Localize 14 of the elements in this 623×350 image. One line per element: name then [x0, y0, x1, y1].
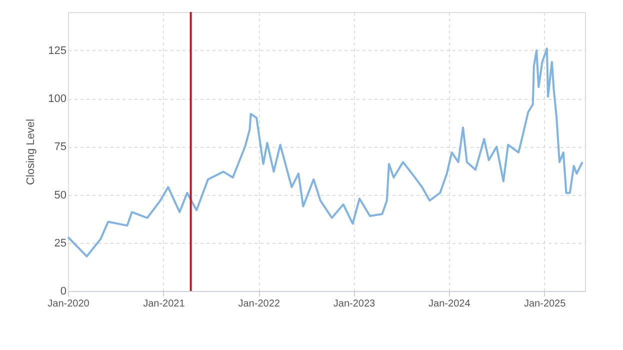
line-series — [67, 48, 584, 258]
x-tick-label: Jan-2023 — [333, 298, 376, 310]
x-tick-label: Jan-2025 — [524, 298, 566, 310]
y-tick-label: 100 — [48, 93, 66, 106]
y-tick-label: 75 — [54, 141, 66, 154]
y-tick-label: 0 — [60, 286, 66, 298]
y-tick-label: 25 — [54, 237, 66, 250]
x-tick-label: Jan-2020 — [48, 298, 90, 310]
x-tick-label: Jan-2022 — [238, 298, 280, 310]
y-axis-title: Closing Level — [25, 118, 38, 186]
y-tick-label: 50 — [54, 189, 66, 202]
x-tick-label: Jan-2021 — [143, 298, 186, 310]
x-tick-label: Jan-2024 — [428, 298, 471, 310]
y-tick-label: 125 — [48, 44, 66, 57]
